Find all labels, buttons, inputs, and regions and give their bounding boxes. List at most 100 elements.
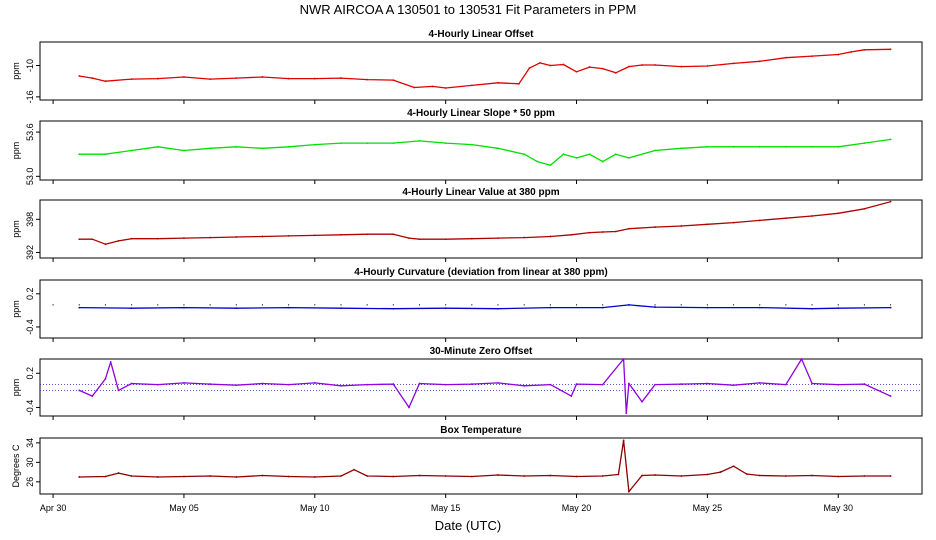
data-point bbox=[235, 307, 238, 310]
data-point bbox=[785, 475, 787, 477]
reference-dot bbox=[104, 304, 107, 306]
data-point bbox=[235, 145, 238, 148]
data-point bbox=[811, 55, 813, 58]
data-point bbox=[588, 231, 591, 234]
data-point bbox=[601, 475, 604, 477]
panel-2: 4-Hourly Linear Slope * 50 ppm ppm 53.6 53.… bbox=[11, 108, 923, 185]
main-title: NWR AIRCOA A 130501 to 130531 Fit Parame… bbox=[300, 2, 637, 17]
y-tick-label: 398 bbox=[25, 212, 35, 227]
data-point bbox=[837, 145, 840, 148]
data-point bbox=[418, 474, 421, 477]
data-point bbox=[366, 233, 369, 236]
reference-dot bbox=[863, 304, 866, 306]
data-point bbox=[104, 153, 107, 156]
data-point bbox=[785, 383, 787, 386]
panel-6: Box Temperature Degrees C 34 30 26 bbox=[11, 425, 923, 498]
data-point bbox=[523, 236, 526, 239]
data-point bbox=[209, 78, 212, 80]
data-point bbox=[209, 475, 212, 477]
y-tick-label: -0.4 bbox=[25, 319, 35, 335]
data-point bbox=[470, 383, 473, 385]
data-point bbox=[549, 164, 552, 167]
data-point bbox=[130, 307, 133, 310]
data-point bbox=[117, 239, 120, 242]
x-tick-label: May 20 bbox=[562, 503, 592, 513]
data-point bbox=[366, 142, 369, 145]
data-point bbox=[837, 53, 840, 56]
data-point bbox=[811, 474, 813, 477]
panel-title: Box Temperature bbox=[440, 425, 522, 436]
data-point bbox=[800, 358, 803, 360]
data-point bbox=[313, 143, 316, 146]
data-point bbox=[104, 80, 107, 83]
data-point bbox=[588, 153, 591, 156]
data-point bbox=[78, 238, 81, 241]
data-point bbox=[287, 475, 290, 478]
data-point bbox=[183, 382, 185, 384]
panel-3: 4-Hourly Linear Value at 380 ppm ppm 398 39… bbox=[11, 187, 923, 262]
panel-frame bbox=[39, 358, 923, 417]
data-point bbox=[627, 490, 630, 493]
data-point bbox=[117, 389, 120, 392]
data-point bbox=[183, 149, 185, 152]
data-point bbox=[235, 384, 238, 387]
data-point bbox=[641, 64, 643, 66]
panel-1: 4-Hourly Linear Offset ppm -10 -16 bbox=[11, 29, 923, 104]
data-point bbox=[863, 383, 866, 385]
data-point bbox=[418, 238, 421, 241]
data-point bbox=[156, 383, 159, 386]
reference-dot bbox=[340, 304, 342, 306]
data-point bbox=[261, 76, 264, 78]
data-point bbox=[408, 406, 410, 409]
data-point bbox=[444, 238, 447, 241]
series-line bbox=[79, 201, 891, 245]
data-point bbox=[889, 138, 892, 141]
data-point bbox=[706, 306, 709, 309]
data-point bbox=[287, 77, 290, 80]
reference-dot bbox=[811, 304, 813, 306]
data-point bbox=[863, 475, 866, 477]
x-tick-label: May 25 bbox=[693, 503, 723, 513]
y-tick-label: 30 bbox=[25, 457, 35, 467]
data-point bbox=[392, 233, 395, 236]
data-point bbox=[470, 84, 473, 87]
data-point bbox=[758, 474, 761, 477]
data-point bbox=[117, 472, 120, 474]
panel-title: 4-Hourly Linear Value at 380 ppm bbox=[402, 187, 559, 198]
data-point bbox=[183, 306, 185, 309]
reference-dot bbox=[235, 304, 237, 306]
data-point bbox=[287, 235, 290, 237]
data-point bbox=[863, 142, 866, 145]
data-point bbox=[745, 473, 748, 475]
data-point bbox=[392, 475, 395, 478]
data-point bbox=[497, 81, 499, 84]
reference-dot bbox=[288, 304, 290, 306]
data-point bbox=[261, 235, 264, 238]
data-point bbox=[889, 395, 892, 397]
reference-dot bbox=[680, 304, 682, 306]
reference-dot bbox=[209, 304, 211, 306]
data-point bbox=[850, 51, 853, 53]
data-point bbox=[627, 382, 630, 385]
reference-dot bbox=[785, 304, 787, 306]
data-point bbox=[109, 360, 112, 363]
data-point bbox=[562, 153, 565, 156]
data-point bbox=[353, 468, 355, 471]
data-point bbox=[261, 147, 264, 150]
data-point bbox=[392, 79, 395, 82]
panel-5: 30-Minute Zero Offset ppm 0.2 -0.4 bbox=[11, 346, 923, 420]
panel-frame bbox=[39, 199, 923, 259]
reference-dot bbox=[575, 304, 578, 306]
data-point bbox=[889, 48, 892, 51]
data-point bbox=[470, 237, 473, 240]
data-point bbox=[536, 160, 539, 163]
y-tick-label: 0.2 bbox=[25, 367, 35, 380]
data-point bbox=[732, 384, 735, 387]
data-point bbox=[340, 307, 342, 310]
data-point bbox=[497, 307, 499, 310]
data-point bbox=[601, 231, 604, 233]
data-point bbox=[889, 475, 892, 477]
data-point bbox=[614, 71, 617, 74]
reference-dot bbox=[366, 304, 368, 306]
panel-title: 4-Hourly Curvature (deviation from linea… bbox=[354, 267, 607, 278]
